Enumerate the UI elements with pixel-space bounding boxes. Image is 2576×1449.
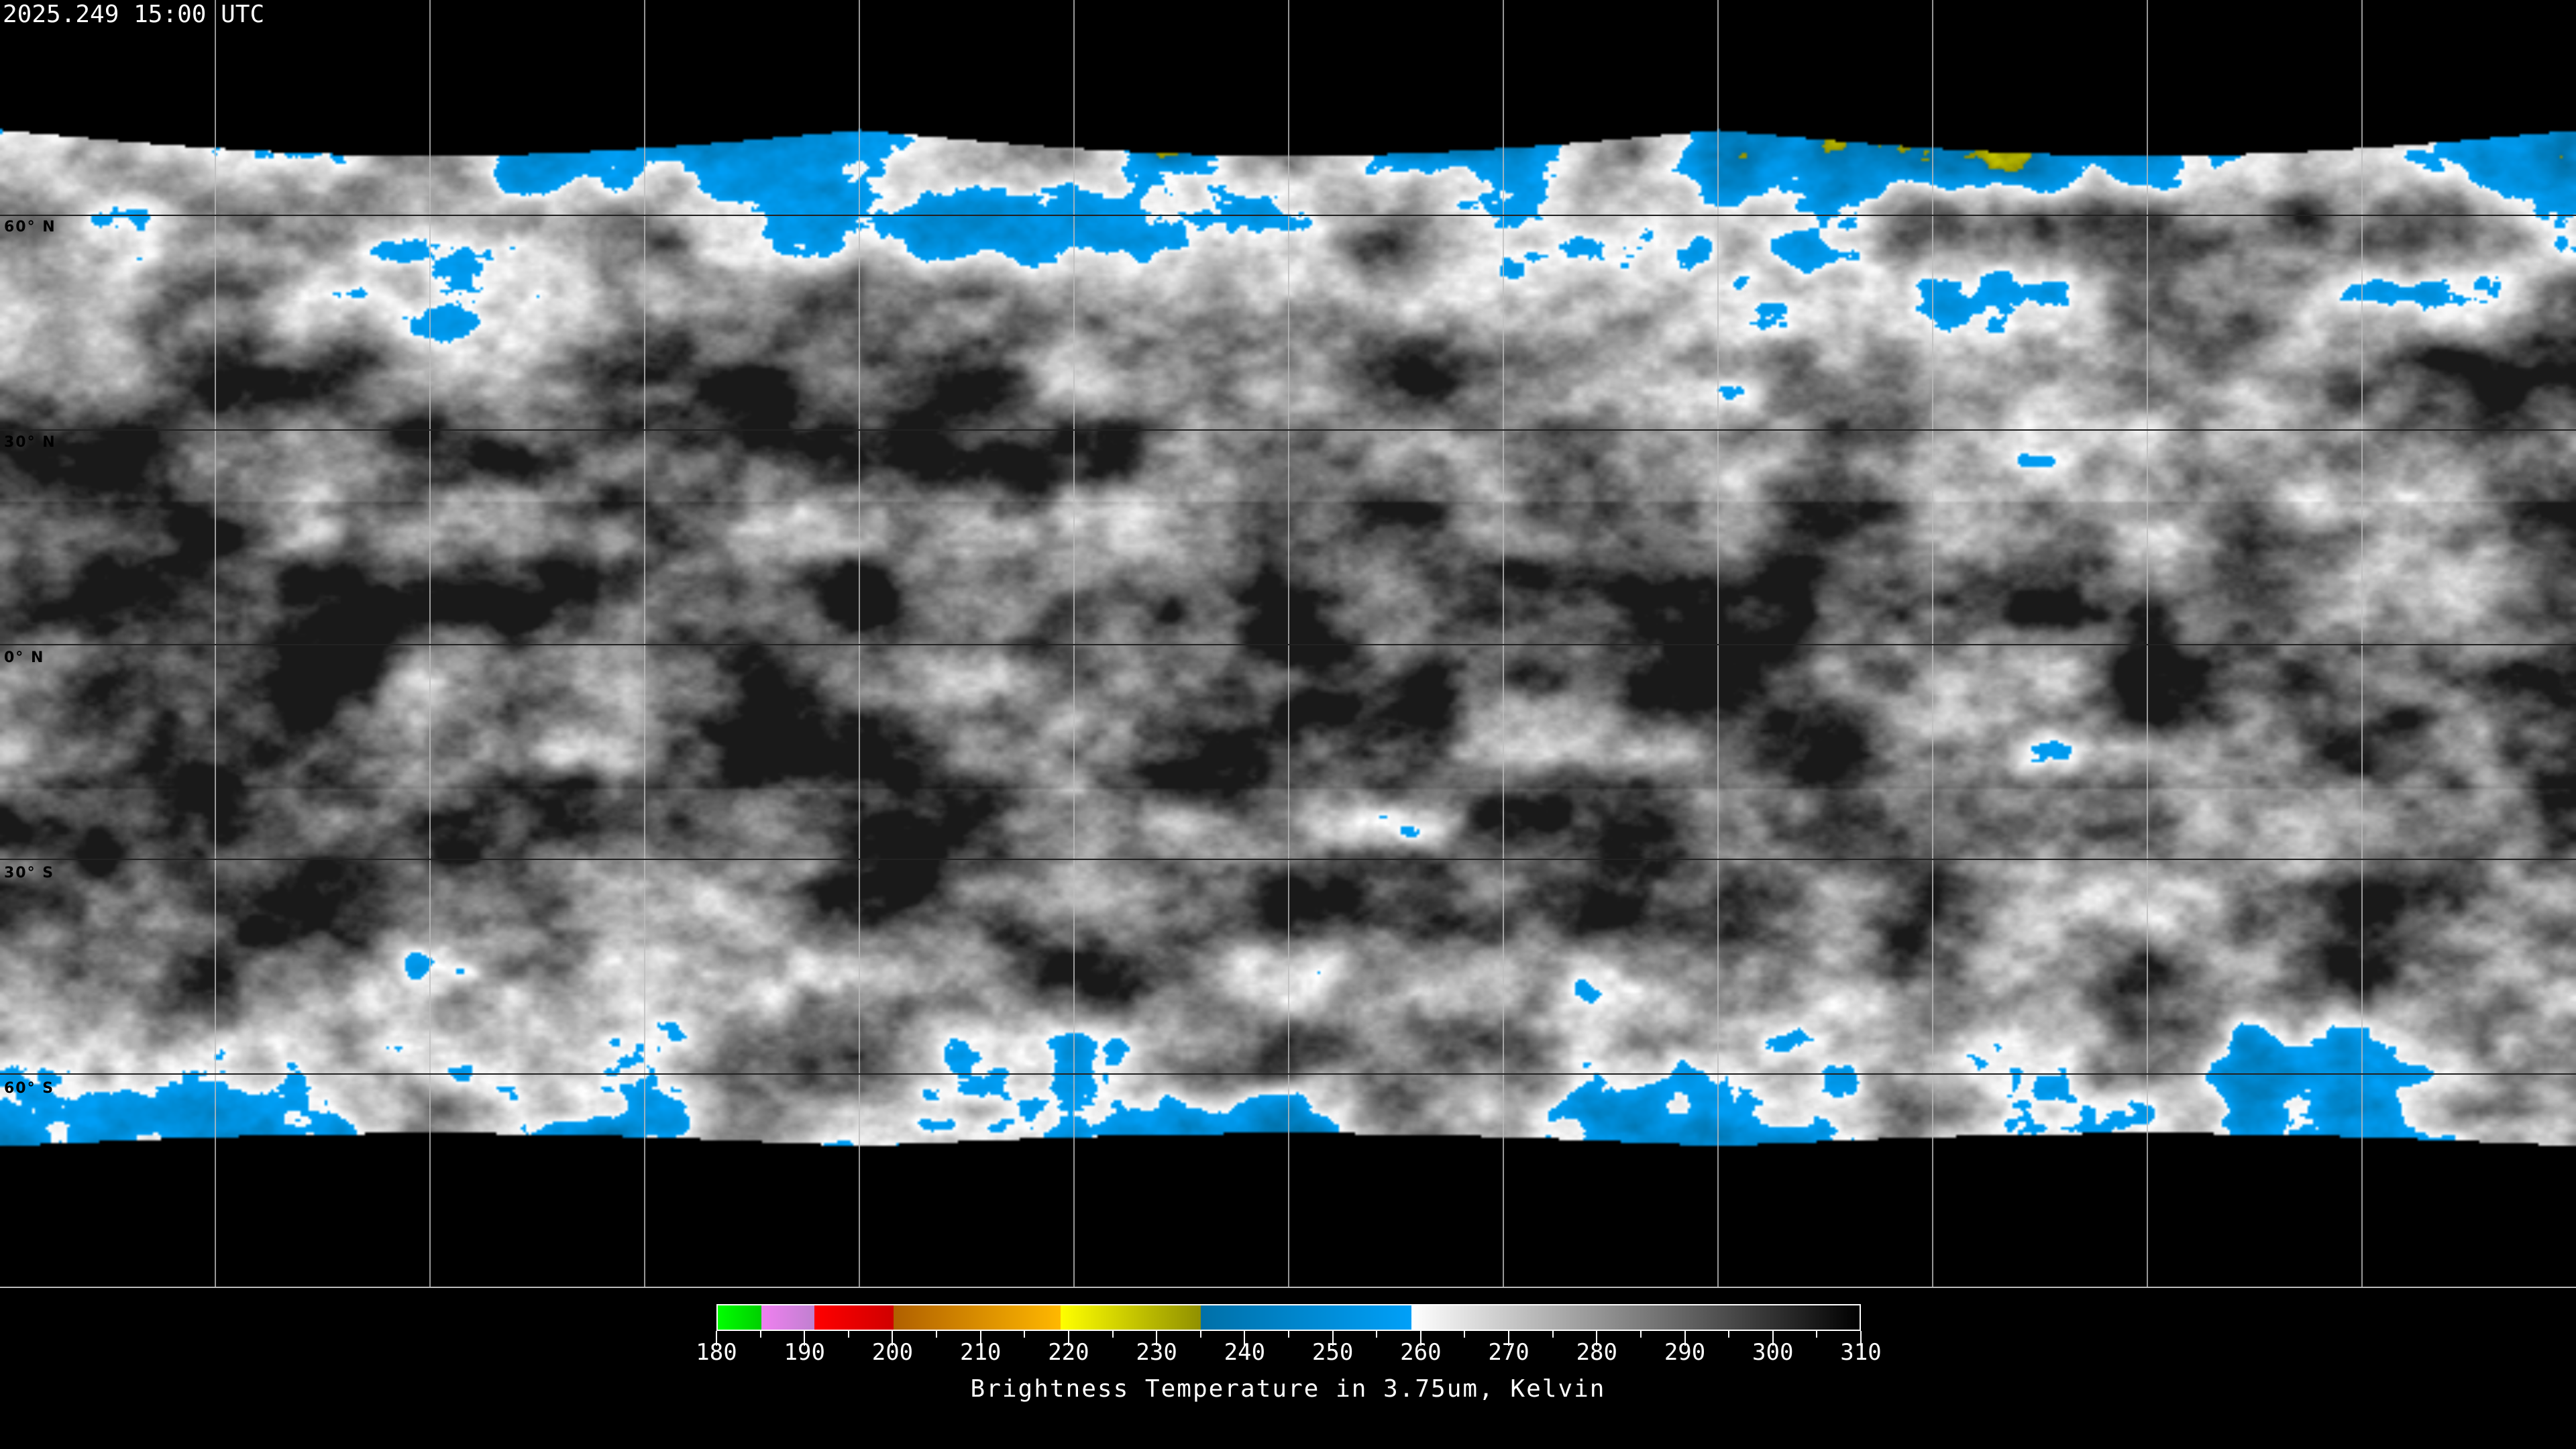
- timestamp: 2025.249 15:00 UTC: [3, 1, 265, 28]
- colorbar-tick: [1772, 1331, 1774, 1346]
- colorbar-tick: [804, 1331, 806, 1346]
- colorbar-tick: [1508, 1331, 1510, 1346]
- parallel-line: [0, 1073, 2576, 1075]
- colorbar-segment: [1411, 1305, 1860, 1330]
- colorbar-segment: [1201, 1305, 1412, 1330]
- colorbar-tick: [1816, 1331, 1818, 1338]
- colorbar-tick-label: 210: [959, 1339, 1002, 1366]
- colorbar-tick: [1244, 1331, 1246, 1346]
- colorbar-tick: [1199, 1331, 1201, 1338]
- colorbar-tick: [1067, 1331, 1069, 1346]
- colorbar-title: Brightness Temperature in 3.75um, Kelvin: [970, 1375, 1606, 1403]
- colorbar-tick: [1552, 1331, 1554, 1338]
- satellite-map: 60° N 30° N 0° N 30° S 60° S: [0, 0, 2576, 1288]
- colorbar-tick-label: 250: [1311, 1339, 1354, 1366]
- colorbar-tick: [1156, 1331, 1158, 1346]
- parallel-line: [0, 644, 2576, 645]
- colorbar-tick-label: 200: [871, 1339, 914, 1366]
- colorbar-tick: [1024, 1331, 1026, 1338]
- colorbar-tick: [1640, 1331, 1642, 1338]
- colorbar-segment: [893, 1305, 1061, 1330]
- colorbar-tick: [1288, 1331, 1289, 1338]
- colorbar-tick: [716, 1331, 717, 1346]
- colorbar-tick-label: 190: [784, 1339, 825, 1366]
- colorbar-tick: [759, 1331, 761, 1338]
- colorbar-tick-label: 180: [696, 1339, 737, 1366]
- colorbar-tick-label: 270: [1488, 1339, 1529, 1366]
- colorbar: [716, 1304, 1861, 1331]
- colorbar-tick: [1684, 1331, 1686, 1346]
- colorbar-tick-label: 240: [1224, 1339, 1266, 1366]
- colorbar-tick: [892, 1331, 894, 1346]
- colorbar-tick: [1860, 1331, 1862, 1346]
- colorbar-tick: [1332, 1331, 1334, 1346]
- colorbar-tick-label: 220: [1048, 1339, 1089, 1366]
- lat-label-60s: 60° S: [4, 1080, 55, 1097]
- colorbar-tick: [1596, 1331, 1598, 1346]
- colorbar-tick-label: 310: [1840, 1339, 1882, 1366]
- colorbar-tick: [1728, 1331, 1730, 1338]
- colorbar-tick: [936, 1331, 938, 1338]
- lat-label-30n: 30° N: [4, 434, 56, 451]
- parallel-line: [0, 859, 2576, 860]
- lat-label-0n: 0° N: [4, 649, 45, 666]
- parallel-line: [0, 429, 2576, 431]
- colorbar-segment: [814, 1305, 894, 1330]
- lat-label-60n: 60° N: [4, 219, 56, 235]
- colorbar-tick: [979, 1331, 981, 1346]
- colorbar-tick: [1112, 1331, 1114, 1338]
- colorbar-tick: [847, 1331, 849, 1338]
- colorbar-tick: [1419, 1331, 1421, 1346]
- colorbar-tick-label: 290: [1664, 1339, 1706, 1366]
- colorbar-tick-label: 300: [1752, 1339, 1794, 1366]
- colorbar-tick-label: 230: [1136, 1339, 1177, 1366]
- colorbar-tick-label: 280: [1576, 1339, 1618, 1366]
- parallel-line: [0, 215, 2576, 216]
- colorbar-tick-label: 260: [1400, 1339, 1442, 1366]
- colorbar-tick: [1464, 1331, 1466, 1338]
- lat-label-30s: 30° S: [4, 865, 55, 881]
- colorbar-segment: [761, 1305, 814, 1330]
- colorbar-segment: [718, 1305, 762, 1330]
- colorbar-segment: [1060, 1305, 1201, 1330]
- colorbar-tick: [1376, 1331, 1378, 1338]
- divider: [0, 1287, 2576, 1288]
